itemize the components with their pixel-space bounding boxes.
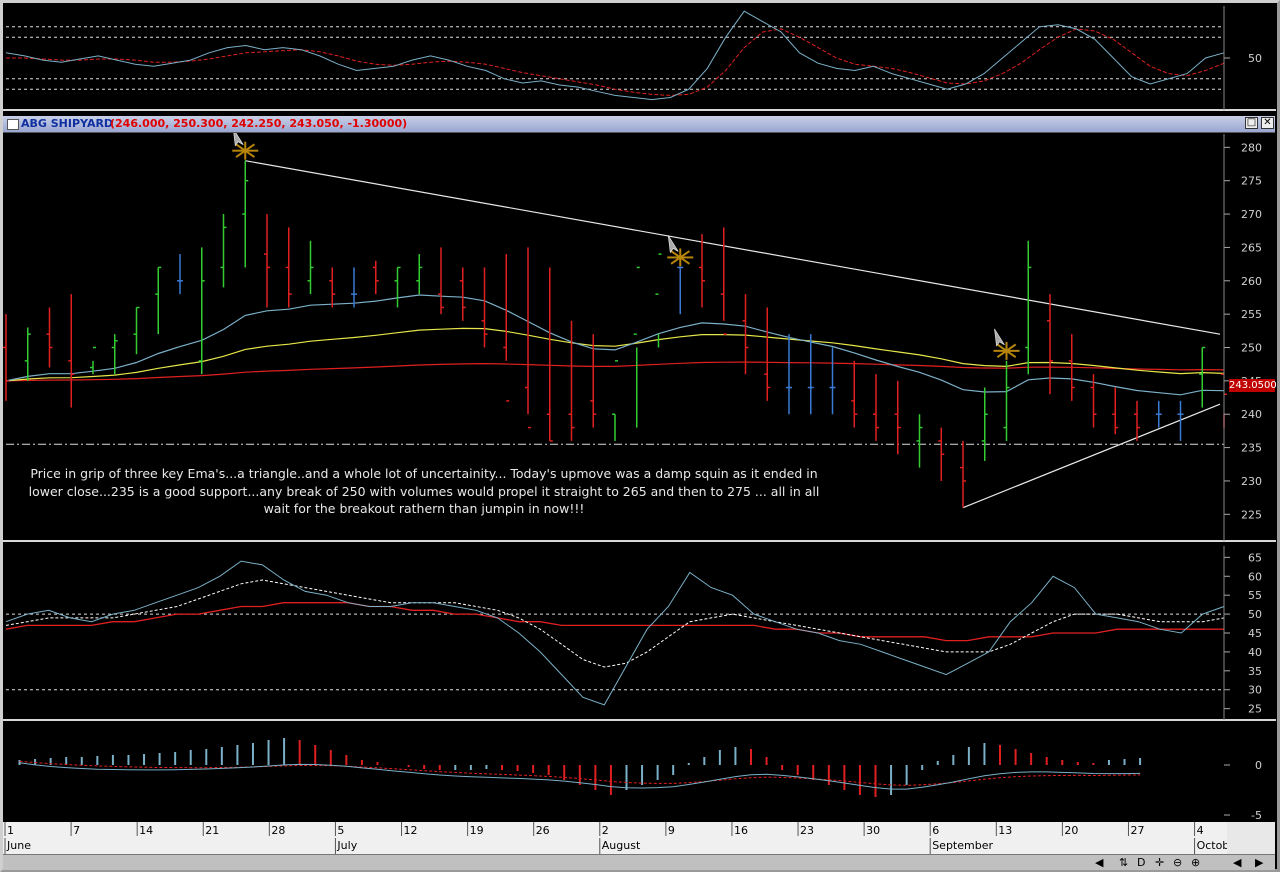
rsi-tick-label: 30 — [1248, 684, 1262, 697]
restore-button[interactable]: □ — [1245, 117, 1258, 129]
osc-signal-line — [6, 28, 1225, 96]
chart-scrollbar[interactable]: ◀ ⇅ D ✛ ⊖ ⊕ ◀ ▶ — [3, 854, 1275, 870]
date-tick-label: 28 — [271, 824, 285, 837]
marker-ray — [1005, 343, 1017, 352]
marker-ray — [235, 143, 246, 152]
date-tick-label: 14 — [139, 824, 153, 837]
month-label: June — [6, 839, 31, 852]
tool-fit-icon[interactable]: ⇅ — [1119, 856, 1129, 869]
rsi-signal-line — [5, 579, 1225, 668]
zoom-out-icon[interactable]: ⊖ — [1173, 856, 1183, 869]
marker-ray — [679, 250, 691, 259]
ema-fast-line — [5, 294, 1225, 396]
marker-ray — [679, 256, 691, 265]
rsi-slow-line — [5, 602, 1224, 642]
rsi-tick-label: 65 — [1248, 551, 1262, 564]
date-tick-label: 7 — [73, 824, 80, 837]
support-trendline — [962, 403, 1221, 509]
zoom-in-icon[interactable]: ⊕ — [1191, 856, 1201, 869]
price-tick-label: 265 — [1241, 241, 1262, 254]
price-tick-label: 275 — [1241, 175, 1262, 188]
date-tick-label: 6 — [932, 824, 939, 837]
axis-corner — [1227, 822, 1275, 854]
chart-title-bar[interactable]: ABG SHIPYARD (246.000, 250.300, 242.250,… — [3, 116, 1275, 133]
price-tick-label: 225 — [1241, 508, 1262, 521]
symbol-label: ABG SHIPYARD — [21, 117, 114, 130]
scroll-left-icon[interactable]: ◀ — [1095, 856, 1104, 869]
window-menu-icon[interactable] — [7, 119, 19, 130]
rsi-tick-label: 25 — [1248, 703, 1262, 716]
date-tick-label: 13 — [998, 824, 1012, 837]
date-tick-label: 23 — [800, 824, 814, 837]
marker-ray — [244, 143, 256, 152]
close-button[interactable]: ✕ — [1261, 117, 1274, 129]
month-label: September — [932, 839, 993, 852]
date-tick-label: 20 — [1064, 824, 1078, 837]
price-tick-label: 235 — [1241, 442, 1262, 455]
date-tick-label: 12 — [404, 824, 418, 837]
ema-slow-line — [5, 361, 1225, 382]
price-tick-label: 255 — [1241, 308, 1262, 321]
last-price-tag: 243.0500 — [1229, 379, 1277, 392]
date-tick-label: 4 — [1197, 824, 1204, 837]
marker-ray — [670, 256, 681, 265]
price-tick-label: 280 — [1241, 141, 1262, 154]
ohlc-readout: (246.000, 250.300, 242.250, 243.050, -1.… — [110, 117, 408, 130]
resistance-trendline — [245, 160, 1221, 335]
marker-arrow — [994, 328, 1005, 347]
price-tick-label: 240 — [1241, 408, 1262, 421]
price-tick-label: 260 — [1241, 275, 1262, 288]
osc-tick-label: 50 — [1248, 52, 1262, 65]
arrow-star-marker-icon — [232, 128, 259, 160]
tool-daily-icon[interactable]: D — [1137, 856, 1146, 869]
marker-ray — [1005, 350, 1017, 359]
macd-tick-label: 0 — [1255, 759, 1262, 772]
date-tick-label: 26 — [536, 824, 550, 837]
arrow-star-marker-icon — [667, 235, 694, 267]
marker-ray — [996, 350, 1008, 359]
month-label: July — [336, 839, 357, 852]
marker-ray — [235, 149, 246, 158]
month-label: August — [602, 839, 641, 852]
pan-icon[interactable]: ✛ — [1155, 856, 1165, 869]
price-tick-label: 250 — [1241, 342, 1262, 355]
ema-mid-line — [5, 327, 1225, 382]
marker-ray — [244, 149, 256, 158]
date-tick-label: 16 — [734, 824, 748, 837]
scroll-right-icon[interactable]: ▶ — [1255, 856, 1264, 869]
scroll-back-icon[interactable]: ◀ — [1233, 856, 1242, 869]
macd-line — [19, 762, 1141, 790]
rsi-tick-label: 50 — [1248, 608, 1262, 621]
rsi-tick-label: 60 — [1248, 570, 1262, 583]
rsi-tick-label: 40 — [1248, 646, 1262, 659]
date-axis-svg: 1 7 14 21 28 5 12 19 26 2 9 16 23 30 6 13 20 27 4 June July A… — [4, 822, 1227, 854]
date-tick-label: 19 — [470, 824, 484, 837]
marker-arrow — [667, 235, 679, 254]
rsi-tick-label: 35 — [1248, 665, 1262, 678]
rsi-tick-label: 45 — [1248, 627, 1262, 640]
date-axis: 1 7 14 21 28 5 12 19 26 2 9 16 23 30 6 13 20 27 4 June July A… — [3, 822, 1227, 854]
rsi-main-line — [5, 560, 1225, 706]
macd-tick-label: -5 — [1251, 809, 1262, 822]
price-tick-label: 270 — [1241, 208, 1262, 221]
price-tick-label: 230 — [1241, 475, 1262, 488]
date-tick-label: 30 — [866, 824, 880, 837]
date-tick-label: 21 — [205, 824, 219, 837]
rsi-tick-label: 55 — [1248, 589, 1262, 602]
date-tick-label: 5 — [337, 824, 344, 837]
date-tick-label: 27 — [1130, 824, 1144, 837]
date-tick-label: 9 — [668, 824, 675, 837]
arrow-star-marker-icon — [993, 328, 1020, 360]
marker-ray — [670, 250, 681, 259]
analysis-annotation: Price in grip of three key Ema's...a tri… — [28, 466, 820, 516]
osc-main-line — [5, 10, 1225, 101]
date-tick-label: 2 — [602, 824, 609, 837]
month-label: Octob — [1197, 839, 1227, 852]
marker-ray — [996, 343, 1008, 352]
date-tick-label: 1 — [7, 824, 14, 837]
